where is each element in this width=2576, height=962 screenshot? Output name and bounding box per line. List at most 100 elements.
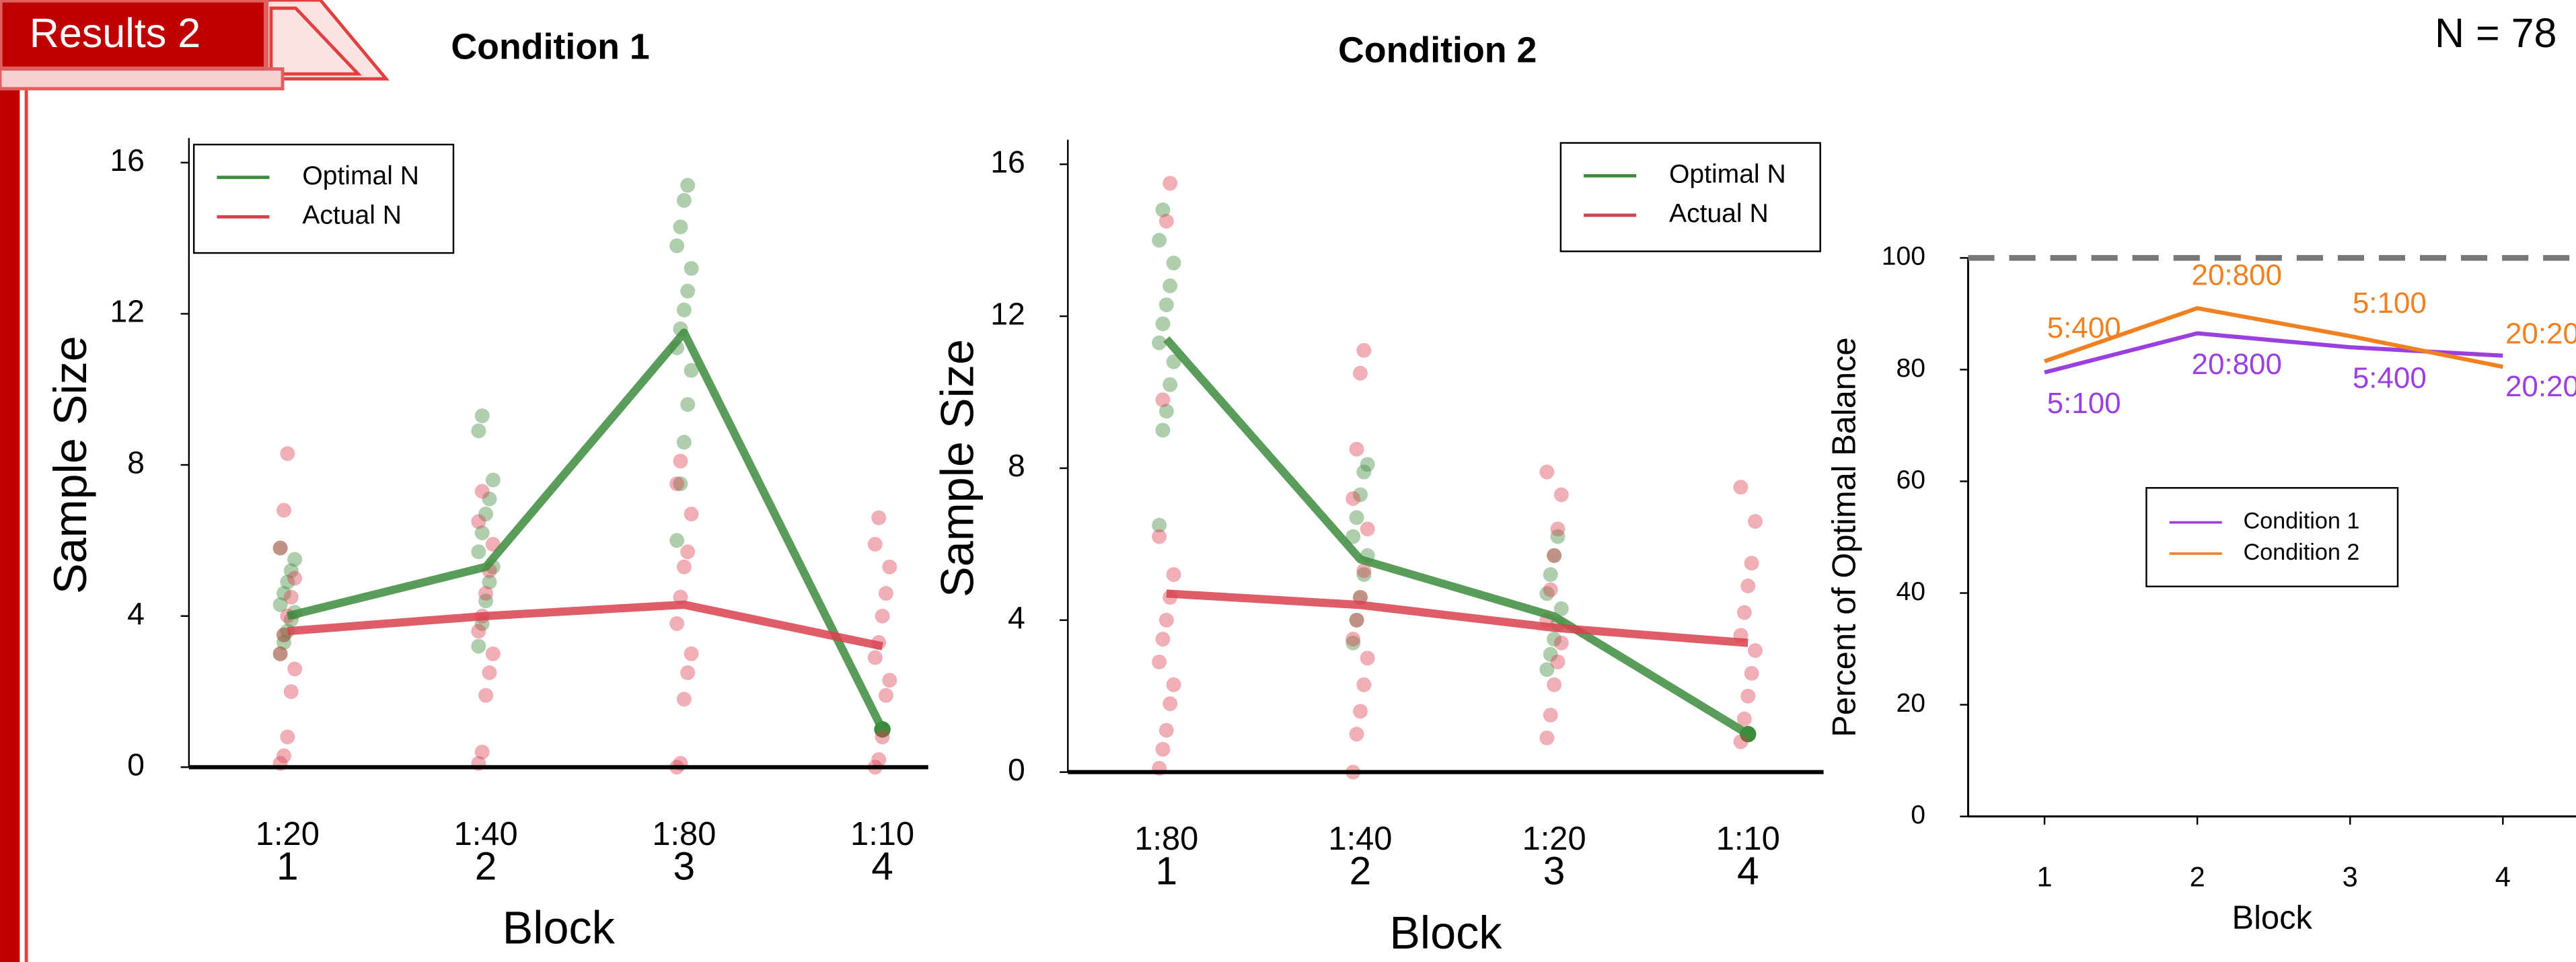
scatter-point [669,238,685,254]
scatter-point [1163,696,1178,712]
scatter-point [474,744,490,760]
scatter-point [1543,582,1558,597]
scatter-point [1152,529,1167,544]
scatter-point [1166,256,1181,271]
scatter-point [471,544,486,560]
scatter-point [875,729,890,745]
legend-label: Actual N [302,201,402,230]
scatter-point [1356,677,1372,692]
legend-box [1559,142,1821,252]
x-tick-sublabel: 1:40 [454,816,518,852]
scatter-point [871,510,887,525]
scatter-point [1163,278,1178,293]
scatter-point [1158,723,1174,738]
x-tick-sublabel: 1:10 [1716,821,1780,857]
scatter-point [1543,646,1558,662]
mean-line [287,600,883,651]
x-axis-title: Block [1389,908,1502,959]
x-tick-sublabel: 1:20 [1522,821,1586,857]
scatter-point [1733,734,1749,749]
scatter-point [680,178,696,193]
scatter-point [1550,529,1566,544]
x-tick-label: 3 [2343,860,2358,892]
scatter-point [478,593,494,609]
scatter-point [280,729,295,745]
scatter-point [1346,529,1361,544]
scatter-point [1547,632,1562,647]
y-tick-label: 0 [1911,801,1925,829]
y-tick-label: 80 [1897,354,1925,383]
x-tick-label: 4 [2495,860,2511,892]
point-label: 5:100 [2047,387,2121,420]
scatter-point [673,453,688,469]
scatter-point [280,446,295,461]
y-tick-label: 40 [1897,577,1925,606]
tab-decoration [269,6,363,76]
scatter-point [1553,487,1569,503]
scatter-point [474,484,490,499]
scatter-point [1747,643,1763,658]
scatter-point [283,563,299,579]
scatter-point [680,283,696,299]
x-tick-label: 3 [1543,850,1566,893]
scatter-point [1553,635,1569,651]
y-tick-label: 60 [1897,466,1925,494]
scatter-point [1360,651,1375,666]
x-tick-label: 2 [475,844,497,888]
scatter-point [471,624,486,639]
scatter-point [287,661,303,677]
scatter-point [867,537,883,552]
x-tick-label: 1 [2036,860,2052,892]
scatter-point [1744,665,1759,681]
scatter-point [1158,297,1174,313]
x-tick-sublabel: 1:80 [652,816,716,852]
scatter-point [1747,514,1763,529]
scatter-point [478,507,494,522]
legend-label: Condition 1 [2243,509,2359,534]
scatter-point [875,608,890,624]
y-tick-label: 12 [990,296,1025,331]
scatter-point [1166,354,1181,369]
x-tick-label: 3 [673,844,696,888]
scatter-point [272,540,288,556]
scatter-point [1736,711,1752,727]
slide-title: Results 2 [30,10,200,56]
x-axis-title: Block [2232,899,2313,936]
scatter-point [1155,202,1171,217]
mean-line [1166,589,1749,647]
title-tab-shadow [0,67,285,91]
chart-title: Condition 1 [451,26,649,67]
scatter-point [474,525,490,541]
scatter-point [1158,612,1174,628]
point-label: 20:20 [2505,370,2576,403]
x-tick-label: 1 [1155,850,1177,893]
scatter-point [1740,579,1756,593]
scatter-point [680,665,696,680]
scatter-point [1736,605,1752,620]
y-tick-label: 4 [1008,600,1025,635]
scatter-point [1158,404,1174,419]
scatter-point [1550,521,1566,537]
scatter-point [1553,601,1569,616]
scatter-point [1550,654,1566,669]
scatter-point [1539,464,1555,480]
scatter-point [1356,563,1372,579]
y-tick-label: 0 [127,747,145,782]
scatter-point [882,559,897,575]
scatter-point [283,684,299,700]
scatter-point [1155,632,1171,647]
y-axis-title: Sample Size [45,336,96,594]
scatter-point [878,688,893,703]
scatter-point [1740,688,1756,704]
scatter-point [1155,392,1171,408]
scatter-point [1152,233,1167,248]
scatter-point [680,544,696,560]
y-tick-label: 20 [1897,689,1925,718]
x-axis-title: Block [503,903,616,954]
scatter-point [1356,342,1372,358]
scatter-point [673,219,688,235]
scatter-point [1360,457,1375,472]
y-axis-title: Percent of Optimal Balance [1827,337,1863,737]
series-line [2044,305,2503,369]
scatter-point [474,408,490,424]
